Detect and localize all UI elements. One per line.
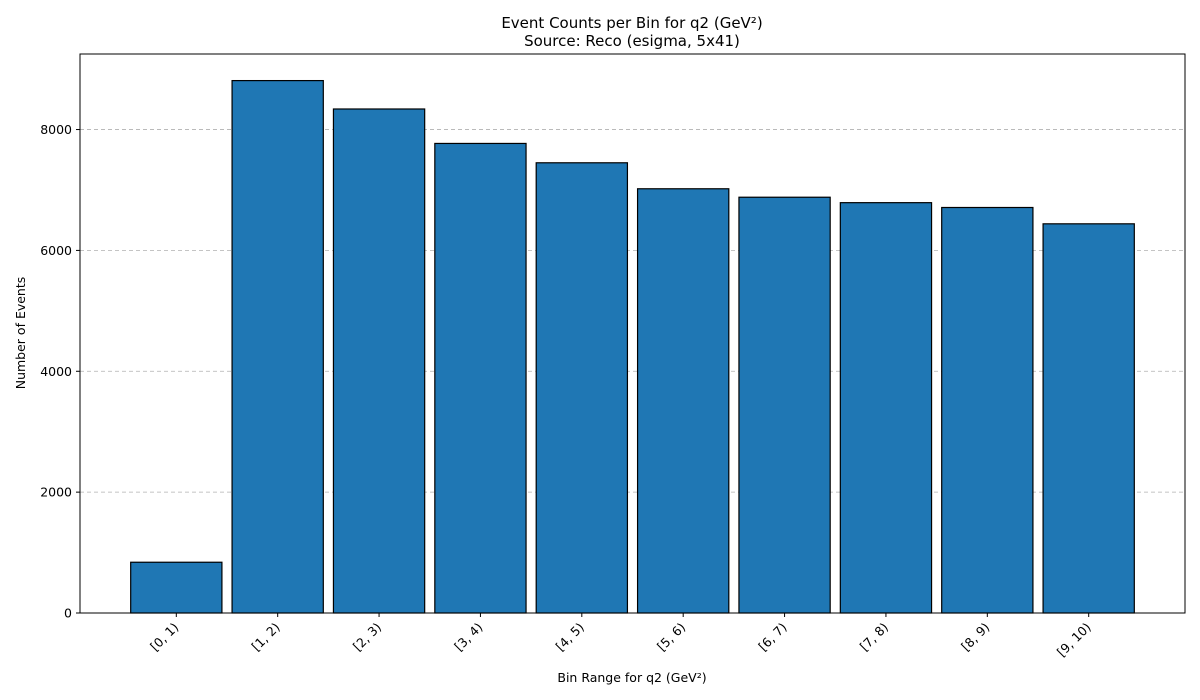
- x-tick-label: [2, 3): [350, 620, 384, 654]
- bar-4: [535, 162, 629, 614]
- x-tick-label: [6, 7): [755, 620, 789, 654]
- x-tick-label: [7, 8): [857, 620, 891, 654]
- y-axis-label: Number of Events: [13, 277, 28, 390]
- x-tick-label: [8, 9): [958, 620, 992, 654]
- bar-7: [839, 202, 933, 614]
- x-tick-label: [4, 5): [553, 620, 587, 654]
- bar-6: [738, 196, 831, 614]
- y-tick-label: 6000: [40, 243, 72, 258]
- bars: [130, 79, 1135, 614]
- x-tick-label: [5, 6): [654, 620, 688, 654]
- chart-subtitle: Source: Reco (esigma, 5x41): [524, 32, 740, 50]
- bar-3: [434, 142, 527, 614]
- x-tick-label: [3, 4): [451, 620, 485, 654]
- bar-5: [636, 188, 730, 614]
- y-tick-label: 2000: [40, 485, 72, 500]
- chart-title: Event Counts per Bin for q2 (GeV²): [501, 14, 762, 32]
- plot-frame: [79, 53, 1186, 614]
- y-tick-label: 4000: [40, 364, 72, 379]
- y-axis-ticks: 0 2000 4000 6000 8000: [40, 122, 80, 621]
- x-axis-label: Bin Range for q2 (GeV²): [557, 670, 706, 685]
- bar-9: [1042, 223, 1135, 614]
- x-tick-label: [9, 10): [1054, 620, 1094, 660]
- bar-1: [231, 79, 324, 614]
- bar-8: [941, 206, 1034, 614]
- bar-0: [130, 561, 223, 614]
- bar-2: [332, 108, 426, 614]
- y-tick-label: 8000: [40, 122, 72, 137]
- x-axis-ticks: [0, 1) [1, 2) [2, 3) [3, 4) [4, 5) [5, 6) [6, …: [147, 613, 1094, 660]
- y-tick-label: 0: [64, 606, 72, 621]
- x-tick-label: [0, 1): [147, 620, 181, 654]
- x-tick-label: [1, 2): [248, 620, 282, 654]
